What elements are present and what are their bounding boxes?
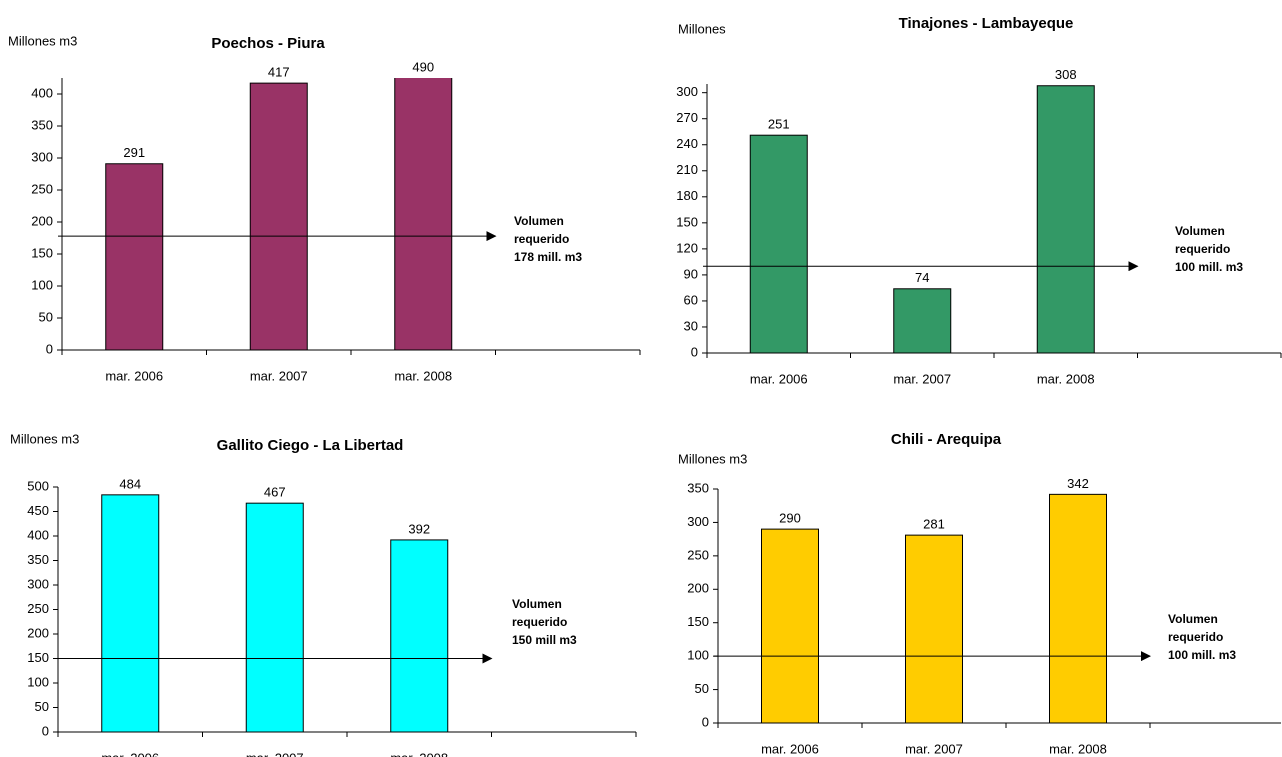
value-label: 490 xyxy=(412,59,434,74)
value-label: 392 xyxy=(408,521,430,536)
annotation: 150 mill m3 xyxy=(512,633,577,647)
chart-title: Chili - Arequipa xyxy=(891,431,1002,448)
y-tick-label: 0 xyxy=(42,723,49,738)
annotation: Volumen xyxy=(512,597,562,611)
y-tick-label: 300 xyxy=(27,576,49,591)
x-tick-label: mar. 2006 xyxy=(101,750,159,757)
y-tick-label: 400 xyxy=(27,527,49,542)
value-label: 467 xyxy=(264,485,286,500)
bar xyxy=(390,539,449,733)
y-tick-label: 250 xyxy=(31,181,53,196)
y-axis-label: Millones m3 xyxy=(10,431,79,446)
y-tick-label: 150 xyxy=(27,650,49,665)
y-tick-label: 300 xyxy=(687,514,709,529)
y-tick-label: 100 xyxy=(31,277,53,292)
y-tick-label: 200 xyxy=(31,213,53,228)
y-tick-label: 270 xyxy=(676,110,698,125)
x-tick-label: mar. 2006 xyxy=(750,371,808,386)
annotation: requerido xyxy=(1175,242,1230,256)
annotation: Volumen xyxy=(1175,224,1225,238)
bar xyxy=(101,494,160,733)
y-tick-label: 250 xyxy=(687,547,709,562)
y-tick-label: 350 xyxy=(27,552,49,567)
x-tick-label: mar. 2006 xyxy=(761,741,819,756)
chart-title: Poechos - Piura xyxy=(211,35,325,52)
value-label: 417 xyxy=(268,65,290,80)
bar xyxy=(249,82,308,351)
y-tick-label: 350 xyxy=(31,117,53,132)
y-tick-label: 100 xyxy=(687,648,709,663)
y-tick-label: 200 xyxy=(27,625,49,640)
y-tick-label: 150 xyxy=(687,614,709,629)
bar xyxy=(105,163,164,351)
bar xyxy=(394,78,453,351)
annotation: 100 mill. m3 xyxy=(1175,260,1243,274)
y-tick-label: 500 xyxy=(27,478,49,493)
annotation: Volumen xyxy=(514,214,564,228)
y-tick-label: 150 xyxy=(676,214,698,229)
bar xyxy=(245,502,304,733)
y-tick-label: 300 xyxy=(676,84,698,99)
y-tick-label: 50 xyxy=(35,699,49,714)
y-tick-label: 150 xyxy=(31,245,53,260)
x-tick-label: mar. 2007 xyxy=(905,741,963,756)
x-tick-label: mar. 2008 xyxy=(394,368,452,383)
y-tick-label: 450 xyxy=(27,503,49,518)
y-tick-label: 200 xyxy=(687,581,709,596)
y-tick-label: 0 xyxy=(702,714,709,729)
y-tick-label: 120 xyxy=(676,240,698,255)
annotation: 100 mill. m3 xyxy=(1168,648,1236,662)
value-label: 281 xyxy=(923,517,945,532)
value-label: 74 xyxy=(915,270,929,285)
y-axis-label: Millones m3 xyxy=(8,33,77,48)
y-tick-label: 350 xyxy=(687,480,709,495)
value-label: 291 xyxy=(123,145,145,160)
bar xyxy=(1049,493,1107,724)
x-tick-label: mar. 2006 xyxy=(105,368,163,383)
y-tick-label: 100 xyxy=(27,674,49,689)
chart-title: Tinajones - Lambayeque xyxy=(899,15,1074,32)
x-tick-label: mar. 2007 xyxy=(250,368,308,383)
y-tick-label: 90 xyxy=(684,266,698,281)
annotation: requerido xyxy=(514,232,569,246)
x-tick-label: mar. 2007 xyxy=(893,371,951,386)
x-tick-label: mar. 2008 xyxy=(390,750,448,757)
y-tick-label: 300 xyxy=(31,149,53,164)
bar xyxy=(893,288,952,354)
y-tick-label: 50 xyxy=(695,681,709,696)
value-label: 308 xyxy=(1055,67,1077,82)
y-tick-label: 0 xyxy=(691,344,698,359)
y-tick-label: 210 xyxy=(676,162,698,177)
y-tick-label: 180 xyxy=(676,188,698,203)
x-tick-label: mar. 2008 xyxy=(1037,371,1095,386)
y-tick-label: 30 xyxy=(684,318,698,333)
annotation: requerido xyxy=(512,615,567,629)
annotation: Volumen xyxy=(1168,612,1218,626)
bar xyxy=(905,534,963,724)
y-tick-label: 240 xyxy=(676,136,698,151)
y-tick-label: 0 xyxy=(46,341,53,356)
y-tick-label: 50 xyxy=(39,309,53,324)
y-tick-label: 400 xyxy=(31,85,53,100)
y-tick-label: 60 xyxy=(684,292,698,307)
value-label: 484 xyxy=(119,476,141,491)
x-tick-label: mar. 2008 xyxy=(1049,741,1107,756)
y-tick-label: 250 xyxy=(27,601,49,616)
y-axis-label: Millones xyxy=(678,21,726,36)
value-label: 342 xyxy=(1067,476,1089,491)
bar xyxy=(1036,85,1095,354)
y-axis-label: Millones m3 xyxy=(678,451,747,466)
bar xyxy=(749,134,808,354)
chart-title: Gallito Ciego - La Libertad xyxy=(217,437,404,454)
annotation: requerido xyxy=(1168,630,1223,644)
value-label: 251 xyxy=(768,117,790,132)
annotation: 178 mill. m3 xyxy=(514,250,582,264)
value-label: 290 xyxy=(779,511,801,526)
bar xyxy=(761,528,819,724)
x-tick-label: mar. 2007 xyxy=(246,750,304,757)
